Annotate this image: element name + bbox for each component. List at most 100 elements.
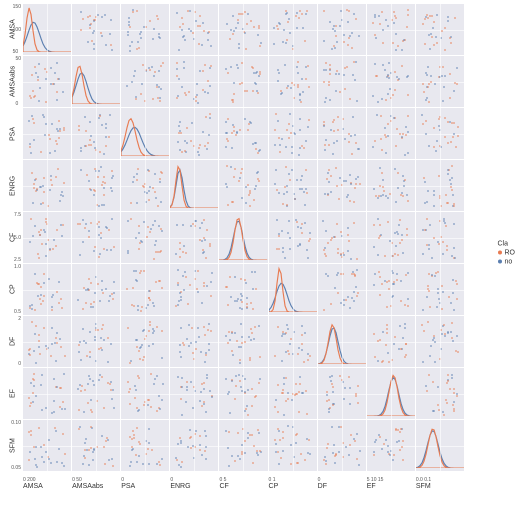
scatter-point [183, 61, 185, 63]
scatter-point [33, 373, 35, 375]
scatter-point [227, 118, 229, 120]
scatter-cell [269, 420, 317, 471]
scatter-point [98, 170, 100, 172]
scatter-point [333, 130, 335, 132]
scatter-point [90, 303, 92, 305]
scatter-point [278, 137, 280, 139]
scatter-point [129, 465, 131, 467]
scatter-point [383, 190, 385, 192]
scatter-point [236, 340, 238, 342]
scatter-point [285, 332, 287, 334]
scatter-point [250, 328, 252, 330]
scatter-cell [367, 4, 415, 55]
scatter-point [277, 69, 279, 71]
scatter-point [394, 253, 396, 255]
scatter-point [446, 249, 448, 251]
scatter-point [285, 42, 287, 44]
scatter-point [325, 62, 327, 64]
scatter-point [290, 463, 292, 465]
scatter-point [161, 230, 163, 232]
scatter-point [103, 248, 105, 250]
scatter-point [146, 192, 148, 194]
scatter-point [202, 131, 204, 133]
scatter-point [232, 354, 234, 356]
scatter-point [235, 134, 237, 136]
scatter-point [349, 444, 351, 446]
scatter-point [350, 434, 352, 436]
scatter-point [385, 19, 387, 21]
scatter-point [299, 10, 301, 12]
scatter-point [291, 82, 293, 84]
scatter-point [78, 125, 80, 127]
scatter-point [51, 123, 53, 125]
scatter-point [225, 121, 227, 123]
scatter-point [145, 335, 147, 337]
scatter-point [309, 453, 311, 455]
scatter-point [143, 404, 145, 406]
scatter-point [394, 89, 396, 91]
scatter-point [251, 271, 253, 273]
scatter-point [394, 336, 396, 338]
scatter-point [444, 222, 446, 224]
scatter-point [77, 388, 79, 390]
scatter-point [305, 390, 307, 392]
scatter-point [151, 449, 153, 451]
scatter-point [402, 459, 404, 461]
scatter-point [201, 302, 203, 304]
scatter-point [145, 440, 147, 442]
scatter-point [56, 461, 58, 463]
scatter-point [398, 224, 400, 226]
scatter-point [282, 247, 284, 249]
scatter-point [90, 447, 92, 449]
scatter-point [257, 34, 259, 36]
x-axis-var: PSA [121, 483, 135, 490]
scatter-point [332, 404, 334, 406]
scatter-point [88, 236, 90, 238]
scatter-point [299, 94, 301, 96]
scatter-point [396, 441, 398, 443]
scatter-point [148, 330, 150, 332]
scatter-point [281, 360, 283, 362]
scatter-point [382, 186, 384, 188]
scatter-cell [219, 368, 267, 419]
scatter-point [233, 82, 235, 84]
scatter-cell [170, 212, 218, 263]
scatter-point [403, 39, 405, 41]
scatter-point [342, 128, 344, 130]
scatter-point [452, 279, 454, 281]
scatter-point [345, 299, 347, 301]
scatter-point [278, 430, 280, 432]
scatter-cell [269, 56, 317, 107]
scatter-point [89, 139, 91, 141]
scatter-point [177, 282, 179, 284]
scatter-point [323, 10, 325, 12]
scatter-point [453, 122, 455, 124]
scatter-cell [72, 4, 120, 55]
scatter-point [158, 70, 160, 72]
scatter-point [211, 272, 213, 274]
scatter-point [79, 254, 81, 256]
scatter-point [31, 304, 33, 306]
scatter-point [152, 302, 154, 304]
scatter-point [159, 408, 161, 410]
scatter-point [194, 433, 196, 435]
scatter-point [288, 137, 290, 139]
scatter-point [457, 351, 459, 353]
scatter-point [253, 445, 255, 447]
scatter-point [129, 26, 131, 28]
scatter-point [152, 224, 154, 226]
scatter-point [407, 9, 409, 11]
scatter-point [323, 125, 325, 127]
scatter-point [89, 356, 91, 358]
scatter-point [277, 28, 279, 30]
scatter-point [297, 462, 299, 464]
scatter-point [252, 288, 254, 290]
scatter-point [184, 271, 186, 273]
scatter-point [343, 74, 345, 76]
scatter-point [176, 224, 178, 226]
scatter-point [330, 239, 332, 241]
scatter-point [191, 327, 193, 329]
scatter-point [283, 193, 285, 195]
scatter-point [28, 397, 30, 399]
kde-cell [318, 316, 366, 367]
